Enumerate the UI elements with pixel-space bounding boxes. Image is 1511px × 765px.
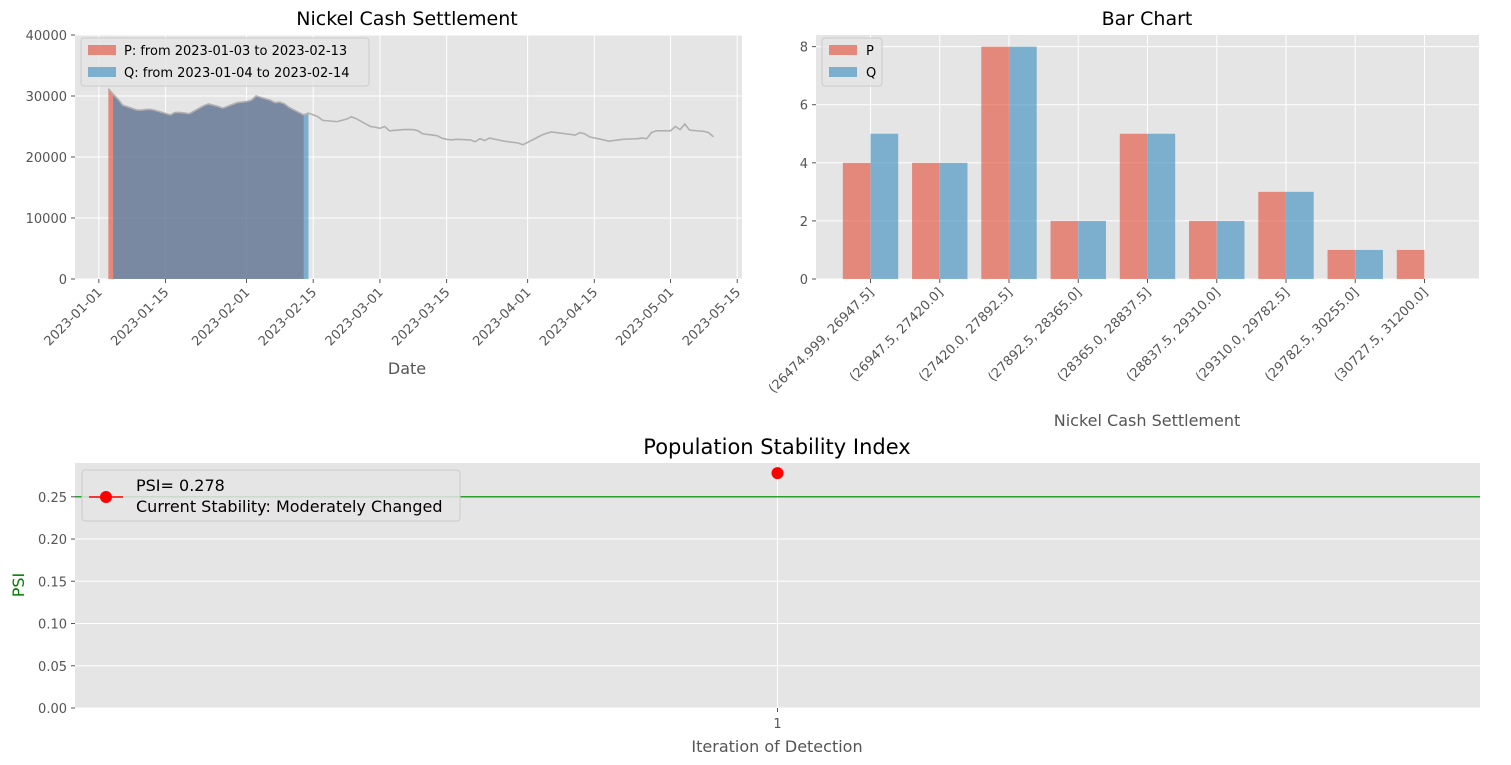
- chart2-bar-q: [1285, 191, 1314, 279]
- chart2-bar-p: [1119, 133, 1148, 279]
- chart2-bar-q: [870, 133, 899, 279]
- chart1-legend-swatch-p: [88, 45, 116, 55]
- chart2-bar-q: [939, 162, 968, 279]
- chart2-bar-p: [912, 162, 940, 279]
- chart3-y-tick-label: 0.20: [38, 533, 67, 548]
- chart1-marks: [107, 88, 714, 280]
- chart1-legend-box: [80, 37, 370, 87]
- chart2-bar-p: [1189, 220, 1217, 279]
- chart2-legend-swatch-q: [829, 67, 857, 77]
- chart3-y-ticks: 0.00 0.05 0.10 0.15 0.20 0.25: [38, 491, 75, 717]
- chart1-title: Nickel Cash Settlement: [296, 8, 517, 30]
- chart2-bar-p: [1258, 191, 1286, 279]
- chart2-bar-q: [1147, 133, 1176, 279]
- chart1-x-tick-label: 2023-02-01: [189, 285, 253, 349]
- chart1-x-tick-label: 2023-04-15: [537, 285, 601, 349]
- chart2-legend-swatch-p: [829, 45, 857, 55]
- chart2-bar-q: [1216, 220, 1245, 279]
- chart1-x-tick-label: 2023-03-01: [323, 285, 387, 349]
- chart2-marks: [842, 46, 1425, 279]
- chart3-y-tick-label: 0.15: [38, 575, 67, 590]
- chart3-x-ticks: 1: [773, 708, 782, 732]
- chart3-y-tick-label: 0.10: [38, 618, 67, 633]
- chart1-price-line: [107, 88, 714, 146]
- chart2-xlabel: Nickel Cash Settlement: [1054, 411, 1241, 430]
- chart1-area-q: [113, 94, 309, 279]
- chart2-title: Bar Chart: [1102, 8, 1193, 30]
- chart2-x-ticks: (26474.999, 26947.5](26947.5, 27420.0](2…: [766, 279, 1431, 397]
- chart2-bar-p: [1050, 220, 1079, 279]
- chart2-y-ticks: 0 2 4 6 8: [800, 41, 816, 288]
- chart1-legend: P: from 2023-01-03 to 2023-02-13 Q: from…: [80, 37, 370, 87]
- chart3-y-tick-label: 0.25: [38, 491, 67, 506]
- chart1-x-tick-label: 2023-03-15: [389, 285, 453, 349]
- chart-population-stability-index: 0.00 0.05 0.10 0.15 0.20 0.25 1 Population St…: [9, 435, 1480, 756]
- chart1-x-tick-label: 2023-01-01: [42, 285, 106, 349]
- chart1-x-tick-label: 2023-02-15: [256, 285, 320, 349]
- chart1-y-tick-label: 30000: [26, 90, 67, 105]
- chart1-x-tick-label: 2023-01-15: [108, 285, 172, 349]
- chart2-bar-p: [1396, 249, 1425, 279]
- chart2-y-tick-label: 6: [800, 99, 808, 114]
- chart1-x-tick-label: 2023-04-01: [470, 285, 534, 349]
- chart3-y-tick-label: 0.00: [38, 702, 67, 717]
- chart3-title: Population Stability Index: [643, 435, 910, 459]
- chart1-y-tick-label: 40000: [26, 29, 67, 44]
- chart2-bar-p: [1327, 249, 1356, 279]
- chart3-legend-marker: [100, 491, 112, 503]
- chart3-x-tick-label: 1: [773, 717, 781, 732]
- chart1-x-tick-label: 2023-05-01: [613, 285, 677, 349]
- chart2-legend-label-q: Q: [866, 66, 876, 81]
- chart1-legend-label-q: Q: from 2023-01-04 to 2023-02-14: [124, 66, 350, 81]
- chart1-x-tick-label: 2023-05-15: [680, 285, 744, 349]
- chart2-legend: P Q: [821, 37, 883, 87]
- chart1-y-tick-label: 10000: [26, 212, 67, 227]
- chart3-legend-line2: Current Stability: Moderately Changed: [136, 497, 442, 516]
- chart3-legend-line1: PSI= 0.278: [136, 476, 225, 495]
- chart2-y-tick-label: 8: [800, 41, 808, 56]
- chart2-bar-q: [1078, 220, 1106, 279]
- chart2-y-tick-label: 2: [800, 215, 808, 230]
- chart1-y-tick-label: 0: [59, 273, 67, 288]
- chart-nickel-cash-settlement: 0 10000 20000 30000 40000 2023-01-01 2023-01-…: [26, 8, 744, 378]
- chart2-bar-p: [842, 162, 871, 279]
- chart3-legend-box: [81, 469, 461, 522]
- chart-bar-chart: 0 2 4 6 8 (26474.999, 26947.5](26947.5, 2742…: [766, 8, 1479, 430]
- chart2-bar-q: [1009, 46, 1037, 279]
- chart3-legend: PSI= 0.278 Current Stability: Moderately…: [81, 469, 461, 522]
- chart3-xlabel: Iteration of Detection: [691, 737, 862, 756]
- chart2-legend-label-p: P: [866, 44, 874, 59]
- chart1-y-ticks: 0 10000 20000 30000 40000: [26, 29, 75, 288]
- chart1-legend-label-p: P: from 2023-01-03 to 2023-02-13: [124, 44, 347, 59]
- chart1-xlabel: Date: [388, 359, 426, 378]
- chart1-y-tick-label: 20000: [26, 151, 67, 166]
- chart3-ylabel: PSI: [9, 573, 28, 598]
- chart1-x-ticks: 2023-01-01 2023-01-15 2023-02-01 2023-02-15…: [42, 279, 744, 349]
- chart2-bar-p: [981, 46, 1010, 279]
- chart1-legend-swatch-q: [88, 67, 116, 77]
- chart3-y-tick-label: 0.05: [38, 660, 67, 675]
- chart3-psi-point: [771, 467, 784, 480]
- chart2-bar-q: [1355, 249, 1383, 279]
- chart2-y-tick-label: 0: [800, 273, 808, 288]
- chart2-y-tick-label: 4: [800, 157, 808, 172]
